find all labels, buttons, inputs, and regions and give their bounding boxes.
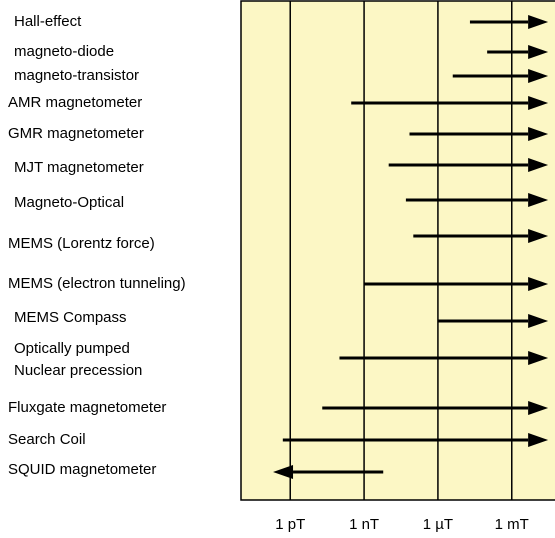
range-arrowhead	[528, 69, 549, 83]
range-arrowhead	[528, 193, 549, 207]
row-label: Optically pumped	[14, 340, 130, 357]
range-arrowhead	[528, 158, 549, 172]
row-label: MEMS (electron tunneling)	[8, 275, 186, 292]
row-label: MJT magnetometer	[14, 159, 144, 176]
range-arrowhead	[528, 96, 549, 110]
range-arrowhead	[528, 127, 549, 141]
plot-area	[240, 0, 555, 501]
row-label: Nuclear precession	[14, 362, 142, 379]
row-label: AMR magnetometer	[8, 94, 142, 111]
row-label: Search Coil	[8, 431, 86, 448]
range-arrowhead	[528, 433, 549, 447]
range-arrowhead	[528, 314, 549, 328]
row-label: SQUID magnetometer	[8, 461, 156, 478]
row-label: MEMS Compass	[14, 309, 127, 326]
range-arrowhead	[528, 229, 549, 243]
row-label: Hall-effect	[14, 13, 82, 30]
range-arrowhead	[528, 15, 549, 29]
row-label: magneto-diode	[14, 43, 114, 60]
range-arrowhead	[528, 45, 549, 59]
range-arrowhead	[273, 465, 294, 479]
x-tick-label: 1 nT	[349, 516, 379, 533]
x-tick-label: 1 pT	[275, 516, 305, 533]
row-label: MEMS (Lorentz force)	[8, 235, 155, 252]
range-arrowhead	[528, 351, 549, 365]
range-arrowhead	[528, 401, 549, 415]
x-tick-label: 1 mT	[495, 516, 529, 533]
x-tick-label: 1 µT	[423, 516, 453, 533]
row-label: GMR magnetometer	[8, 125, 144, 142]
row-label: Magneto-Optical	[14, 194, 124, 211]
row-label: magneto-transistor	[14, 67, 139, 84]
range-arrowhead	[528, 277, 549, 291]
row-label: Fluxgate magnetometer	[8, 399, 166, 416]
